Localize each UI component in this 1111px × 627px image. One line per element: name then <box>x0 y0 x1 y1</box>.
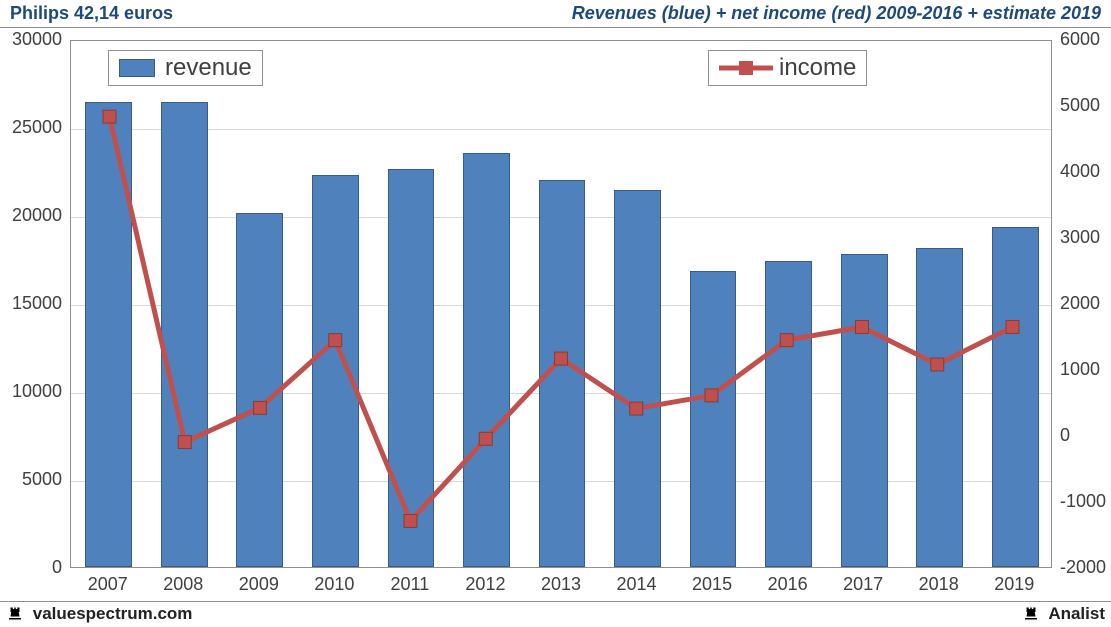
income-marker <box>630 402 643 415</box>
title-right: Revenues (blue) + net income (red) 2009-… <box>572 3 1101 24</box>
income-marker <box>705 389 718 402</box>
x-axis-tick: 2007 <box>70 574 146 595</box>
right-axis-tick: 3000 <box>1060 227 1100 248</box>
line-layer <box>71 41 1051 567</box>
x-axis-tick: 2010 <box>297 574 373 595</box>
right-axis-tick: 1000 <box>1060 359 1100 380</box>
x-axis-tick: 2013 <box>523 574 599 595</box>
income-marker <box>856 321 869 334</box>
income-marker <box>329 334 342 347</box>
legend-revenue: revenue <box>108 50 263 86</box>
left-axis-tick: 15000 <box>0 293 62 314</box>
right-axis-tick: 2000 <box>1060 293 1100 314</box>
legend-revenue-swatch <box>119 59 155 77</box>
left-axis-tick: 30000 <box>0 29 62 50</box>
right-axis-tick: -1000 <box>1060 491 1106 512</box>
left-axis-tick: 25000 <box>0 117 62 138</box>
income-marker <box>254 401 267 414</box>
left-axis-tick: 20000 <box>0 205 62 226</box>
x-axis-tick: 2016 <box>750 574 826 595</box>
left-axis-tick: 10000 <box>0 381 62 402</box>
x-axis-tick: 2012 <box>448 574 524 595</box>
income-marker <box>479 432 492 445</box>
x-axis-tick: 2019 <box>976 574 1052 595</box>
income-marker <box>780 334 793 347</box>
right-axis-tick: 5000 <box>1060 95 1100 116</box>
income-line <box>109 117 1012 521</box>
chart-header: Philips 42,14 euros Revenues (blue) + ne… <box>0 0 1111 28</box>
income-marker <box>103 110 116 123</box>
left-axis-tick: 5000 <box>0 469 62 490</box>
right-axis-tick: 4000 <box>1060 161 1100 182</box>
x-axis-tick: 2011 <box>372 574 448 595</box>
income-marker <box>178 436 191 449</box>
legend-income-label: income <box>779 54 856 82</box>
x-axis-tick: 2015 <box>674 574 750 595</box>
footer-left-text: valuespectrum.com <box>33 604 193 623</box>
right-axis-tick: 0 <box>1060 425 1070 446</box>
rook-icon <box>6 603 24 626</box>
x-axis-tick: 2009 <box>221 574 297 595</box>
income-marker <box>555 352 568 365</box>
income-marker <box>1006 321 1019 334</box>
chart-container: Philips 42,14 euros Revenues (blue) + ne… <box>0 0 1111 627</box>
right-axis-tick: -2000 <box>1060 557 1106 578</box>
title-left: Philips 42,14 euros <box>10 3 173 24</box>
x-axis-tick: 2008 <box>146 574 222 595</box>
footer-left: valuespectrum.com <box>6 603 192 626</box>
income-marker <box>931 358 944 371</box>
left-axis-tick: 0 <box>0 557 62 578</box>
legend-income-swatch <box>719 58 773 78</box>
rook-icon <box>1022 603 1040 626</box>
legend-revenue-label: revenue <box>165 54 252 82</box>
chart-footer: valuespectrum.com Analist <box>0 601 1111 627</box>
x-axis-tick: 2014 <box>599 574 675 595</box>
plot-area <box>70 40 1052 568</box>
x-axis-tick: 2018 <box>901 574 977 595</box>
footer-right: Analist <box>1022 603 1105 626</box>
right-axis-tick: 6000 <box>1060 29 1100 50</box>
footer-right-text: Analist <box>1048 604 1105 623</box>
x-axis-tick: 2017 <box>825 574 901 595</box>
legend-income: income <box>708 50 867 86</box>
income-marker <box>404 514 417 527</box>
